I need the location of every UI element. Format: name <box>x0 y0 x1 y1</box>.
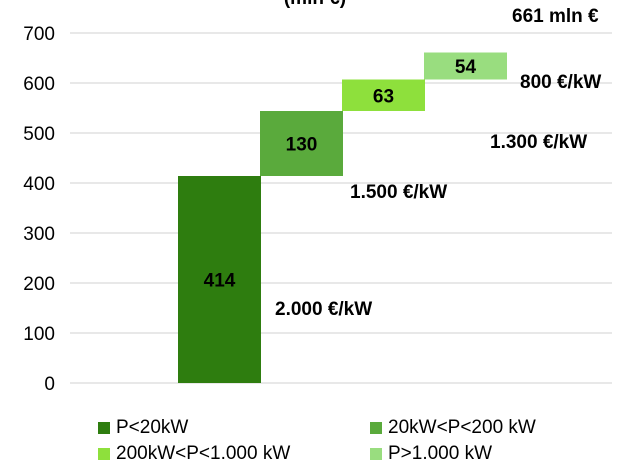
y-tick-label: 100 <box>23 324 55 345</box>
legend-label: 20kW<P<200 kW <box>388 417 536 438</box>
data-label: 130 <box>286 135 318 156</box>
chart-title: (mln €) <box>284 0 346 9</box>
data-label: 414 <box>204 271 236 292</box>
cost-annotation: 1.300 €/kW <box>490 132 587 153</box>
legend-swatch <box>98 422 110 434</box>
bars: 414 130 63 54 <box>178 52 507 383</box>
data-label: 63 <box>373 86 394 107</box>
cost-annotation: 2.000 €/kW <box>275 299 372 320</box>
y-tick-label: 0 <box>44 374 55 395</box>
legend-swatch <box>370 422 382 434</box>
bar-segment <box>424 52 507 80</box>
legend-label: P>1.000 kW <box>388 443 493 464</box>
bar-segment <box>260 111 343 176</box>
y-tick-label: 400 <box>23 174 55 195</box>
cost-annotation: 800 €/kW <box>520 72 601 93</box>
legend-item-p-gt-1000kw: P>1.000 kW <box>370 442 492 466</box>
cost-annotations: 2.000 €/kW 1.500 €/kW 1.300 €/kW 800 €/kW <box>275 72 601 320</box>
legend-swatch <box>370 448 382 460</box>
y-tick-label: 700 <box>23 24 55 45</box>
y-tick-label: 500 <box>23 124 55 145</box>
legend: P<20kW 20kW<P<200 kW 200kW<P<1.000 kW P>… <box>98 414 618 466</box>
legend-swatch <box>98 448 110 460</box>
total-label: 661 mln € <box>512 6 599 27</box>
y-tick-label: 600 <box>23 74 55 95</box>
y-axis-ticks: 0 100 200 300 400 500 600 700 <box>23 24 55 395</box>
bar-segment <box>342 79 425 111</box>
legend-item-200kw-1000kw: 200kW<P<1.000 kW <box>98 442 290 466</box>
y-tick-label: 200 <box>23 274 55 295</box>
legend-label: P<20kW <box>116 417 189 438</box>
legend-label: 200kW<P<1.000 kW <box>116 443 291 464</box>
cost-annotation: 1.500 €/kW <box>350 182 447 203</box>
data-label: 54 <box>455 57 477 78</box>
y-tick-label: 300 <box>23 224 55 245</box>
legend-item-20kw-200kw: 20kW<P<200 kW <box>370 416 536 440</box>
waterfall-chart: 0 100 200 300 400 500 600 700 414 130 63 54 2.000 … <box>23 0 612 395</box>
legend-item-p-lt-20kw: P<20kW <box>98 416 188 440</box>
bar-segment <box>178 176 261 383</box>
